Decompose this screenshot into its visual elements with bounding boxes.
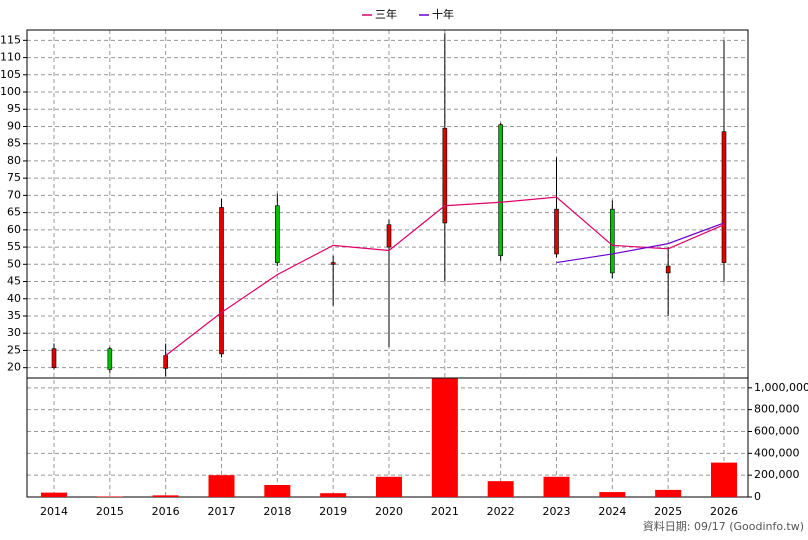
candle-body xyxy=(219,207,224,355)
x-tick-label: 2018 xyxy=(263,505,291,518)
volume-bar xyxy=(41,492,67,497)
x-tick-label: 2021 xyxy=(431,505,459,518)
candle-body xyxy=(107,348,113,370)
plot-frame xyxy=(26,29,749,498)
candle-body xyxy=(610,208,615,274)
candle-body xyxy=(498,124,503,256)
x-tick-label: 2026 xyxy=(710,505,738,518)
y-tick-label: 90 xyxy=(7,119,21,132)
volume-bar xyxy=(711,462,737,497)
x-tick-label: 2016 xyxy=(152,505,180,518)
y-tick-label: 100 xyxy=(0,85,21,98)
y-tick-label: 75 xyxy=(7,171,21,184)
candle-body xyxy=(721,131,727,263)
volume-bar xyxy=(431,378,458,497)
y-tick-label: 115 xyxy=(0,33,21,46)
y-tick-label: 25 xyxy=(7,343,21,356)
volume-bar xyxy=(320,493,347,497)
candle-body xyxy=(330,262,336,265)
y2-tick-label: 0 xyxy=(754,490,761,503)
volume-bar xyxy=(655,489,682,497)
x-tick-label: 2019 xyxy=(319,505,347,518)
x-tick-label: 2014 xyxy=(40,505,68,518)
y-tick-label: 70 xyxy=(7,188,21,201)
x-tick-label: 2020 xyxy=(375,505,403,518)
volume-bar xyxy=(208,475,235,497)
x-tick-label: 2025 xyxy=(654,505,682,518)
candle-body xyxy=(275,205,280,263)
candle-body xyxy=(442,127,448,224)
y-tick-label: 50 xyxy=(7,257,21,270)
x-tick-label: 2015 xyxy=(96,505,124,518)
ma-line xyxy=(165,196,725,357)
legend-label: 三年 xyxy=(375,7,397,21)
y2-tick-label: 800,000 xyxy=(754,403,800,416)
y-tick-label: 65 xyxy=(7,206,21,219)
y2-tick-label: 600,000 xyxy=(754,424,800,437)
y-tick-label: 35 xyxy=(7,309,21,322)
y-tick-label: 105 xyxy=(0,68,21,81)
legend-label: 十年 xyxy=(432,7,454,21)
volume-bar xyxy=(543,476,570,497)
candle-body xyxy=(163,355,168,369)
candle-body xyxy=(51,348,57,368)
y-tick-label: 60 xyxy=(7,223,21,236)
footnote: 資料日期: 09/17 (Goodinfo.tw) xyxy=(643,519,804,533)
x-tick-label: 2023 xyxy=(543,505,571,518)
y-tick-label: 30 xyxy=(7,326,21,339)
y-tick-label: 80 xyxy=(7,154,21,167)
x-tick-label: 2022 xyxy=(487,505,515,518)
y-tick-label: 20 xyxy=(7,361,21,374)
y2-tick-label: 400,000 xyxy=(754,446,800,459)
volume-bar xyxy=(264,484,291,497)
volume-bar xyxy=(152,495,179,497)
y-tick-label: 95 xyxy=(7,102,21,115)
y2-tick-label: 200,000 xyxy=(754,468,800,481)
y-tick-label: 85 xyxy=(7,137,21,150)
x-tick-label: 2017 xyxy=(208,505,236,518)
ma-line xyxy=(556,222,725,264)
y2-tick-label: 1,000,000 xyxy=(754,381,808,394)
y-tick-label: 55 xyxy=(7,240,21,253)
x-tick-label: 2024 xyxy=(598,505,626,518)
y-tick-label: 110 xyxy=(0,51,21,64)
volume-bar xyxy=(96,496,123,497)
y-tick-label: 40 xyxy=(7,292,21,305)
y-tick-label: 45 xyxy=(7,275,21,288)
candle-body xyxy=(386,224,392,248)
candle-body xyxy=(554,208,559,255)
candle-body xyxy=(665,265,671,274)
volume-bar xyxy=(599,492,626,497)
volume-bar xyxy=(376,476,402,497)
volume-bar xyxy=(487,481,514,497)
